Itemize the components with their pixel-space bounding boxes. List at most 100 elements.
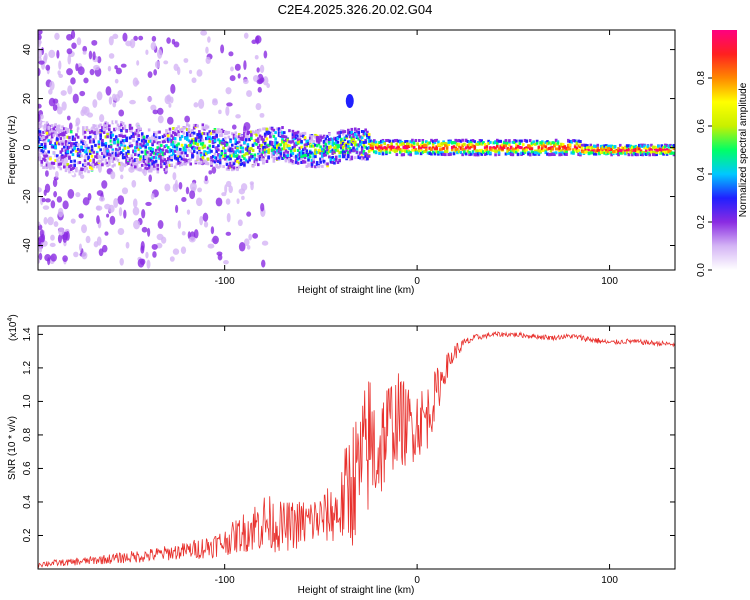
spectrogram-cell xyxy=(535,140,539,144)
spectrogram-cell xyxy=(180,128,184,132)
spectrogram-cell xyxy=(532,140,535,144)
spectrogram-cell xyxy=(198,151,201,155)
spectrogram-cell xyxy=(229,138,232,142)
spectrogram-cell xyxy=(620,146,624,150)
spectrogram-cell xyxy=(286,138,290,142)
spectrogram-cell xyxy=(528,144,532,148)
spectrogram-cell xyxy=(276,146,279,150)
spectrogram-cell xyxy=(433,139,437,143)
spectrogram-cell xyxy=(230,154,234,158)
spectrogram-cell xyxy=(52,178,58,188)
spectrogram-cell xyxy=(383,148,387,152)
spectrogram-cell xyxy=(327,138,331,142)
spectrogram-cell xyxy=(165,129,168,133)
spectrogram-cell xyxy=(279,148,283,152)
spectrogram-cell xyxy=(69,150,73,154)
spectrogram-cell xyxy=(329,137,333,141)
spectrogram-cell xyxy=(95,155,99,159)
spectrogram-cell xyxy=(146,163,149,167)
spectrogram-cell xyxy=(263,153,267,157)
spectrogram-cell xyxy=(146,167,149,171)
spectrogram-cell xyxy=(314,143,317,147)
spectrogram-cell xyxy=(168,127,172,131)
spectrogram-cell xyxy=(146,158,149,162)
spectrogram-cell xyxy=(229,157,232,161)
spectrogram-cell xyxy=(97,159,101,163)
spectrogram-cell xyxy=(198,135,201,139)
spectrogram-cell xyxy=(99,148,102,152)
spectrogram-cell xyxy=(118,134,122,138)
spectrogram-cell xyxy=(289,153,293,157)
spectrogram-cell xyxy=(457,150,461,154)
spectrogram-cell xyxy=(172,136,175,140)
spectrogram-cell xyxy=(87,170,90,174)
spectrogram-cell xyxy=(203,132,206,136)
spectrogram-cell xyxy=(541,141,544,145)
spectrogram-cell xyxy=(532,142,535,146)
spectrogram-cell xyxy=(175,147,179,151)
spectrogram-cell xyxy=(133,165,137,169)
spectrogram-cell xyxy=(284,154,288,158)
spectrogram-cell xyxy=(149,160,153,164)
spectrogram-cell xyxy=(643,144,646,148)
spectrogram-cell xyxy=(300,160,303,164)
spectrogram-cell xyxy=(442,142,445,146)
spectrogram-cell xyxy=(197,187,203,193)
spectrogram-cell xyxy=(49,157,52,161)
spectrogram-cell xyxy=(421,145,425,149)
spectrogram-cell xyxy=(156,141,160,145)
spectrogram-cell xyxy=(159,143,163,147)
spectrogram-cell xyxy=(409,153,412,157)
spectrogram-cell xyxy=(366,136,369,140)
spectrogram-cell xyxy=(101,140,104,144)
spectrogram-cell xyxy=(369,146,373,150)
spectrogram-cell xyxy=(50,130,54,134)
spectrogram-cell xyxy=(184,145,187,149)
spectrogram-cell xyxy=(483,146,487,150)
spectrogram-cell xyxy=(159,165,163,169)
spectrogram-cell xyxy=(445,149,449,153)
spectrogram-cell xyxy=(457,138,461,142)
spectrogram-cell xyxy=(156,107,164,115)
spectrogram-cell xyxy=(208,137,212,141)
spectrogram-cell xyxy=(75,126,78,130)
spectrogram-cell xyxy=(589,146,593,150)
spectrogram-cell xyxy=(241,154,244,158)
spectrogram-cell xyxy=(386,138,390,142)
spectrogram-cell xyxy=(70,218,76,224)
spectrogram-cell xyxy=(217,254,223,261)
spectrogram-cell xyxy=(159,159,163,163)
spectrogram-cell xyxy=(638,150,641,154)
spectrogram-cell xyxy=(262,138,265,142)
spectrogram-cell xyxy=(347,150,350,154)
spectrogram-cell xyxy=(326,147,329,151)
spectrogram-cell xyxy=(241,195,245,200)
spectrogram-cell xyxy=(192,123,196,127)
spectrogram-cell xyxy=(168,103,172,108)
spectrogram-cell xyxy=(230,166,234,170)
spectrogram-cell xyxy=(82,126,85,130)
spectrogram-cell xyxy=(334,155,338,159)
spectrogram-cell xyxy=(456,139,459,143)
spectrogram-cell xyxy=(296,153,300,157)
spectrogram-cell xyxy=(658,147,662,151)
spectrogram-cell xyxy=(179,147,182,151)
spectrogram-cell xyxy=(142,155,146,159)
spectrogram-cell xyxy=(224,184,228,194)
spectrogram-ylabel: Frequency (Hz) xyxy=(7,116,18,185)
spectrogram-cell xyxy=(397,147,400,151)
spectrogram-cell xyxy=(90,130,94,134)
spectrogram-cell xyxy=(454,149,458,153)
spectrogram-cell xyxy=(48,88,53,95)
spectrogram-cell xyxy=(651,145,655,149)
spectrogram-cell xyxy=(277,146,281,150)
spectrogram-cell xyxy=(296,134,300,138)
spectrogram-cell xyxy=(625,151,629,155)
spectrogram-cell xyxy=(483,152,487,156)
spectrogram-cell xyxy=(532,152,535,156)
spectrogram-cell xyxy=(38,67,41,77)
spectrogram-cell xyxy=(68,122,73,131)
spectrogram-cell xyxy=(149,158,153,162)
spectrogram-cell xyxy=(345,136,348,140)
spectrogram-cell xyxy=(225,161,229,165)
